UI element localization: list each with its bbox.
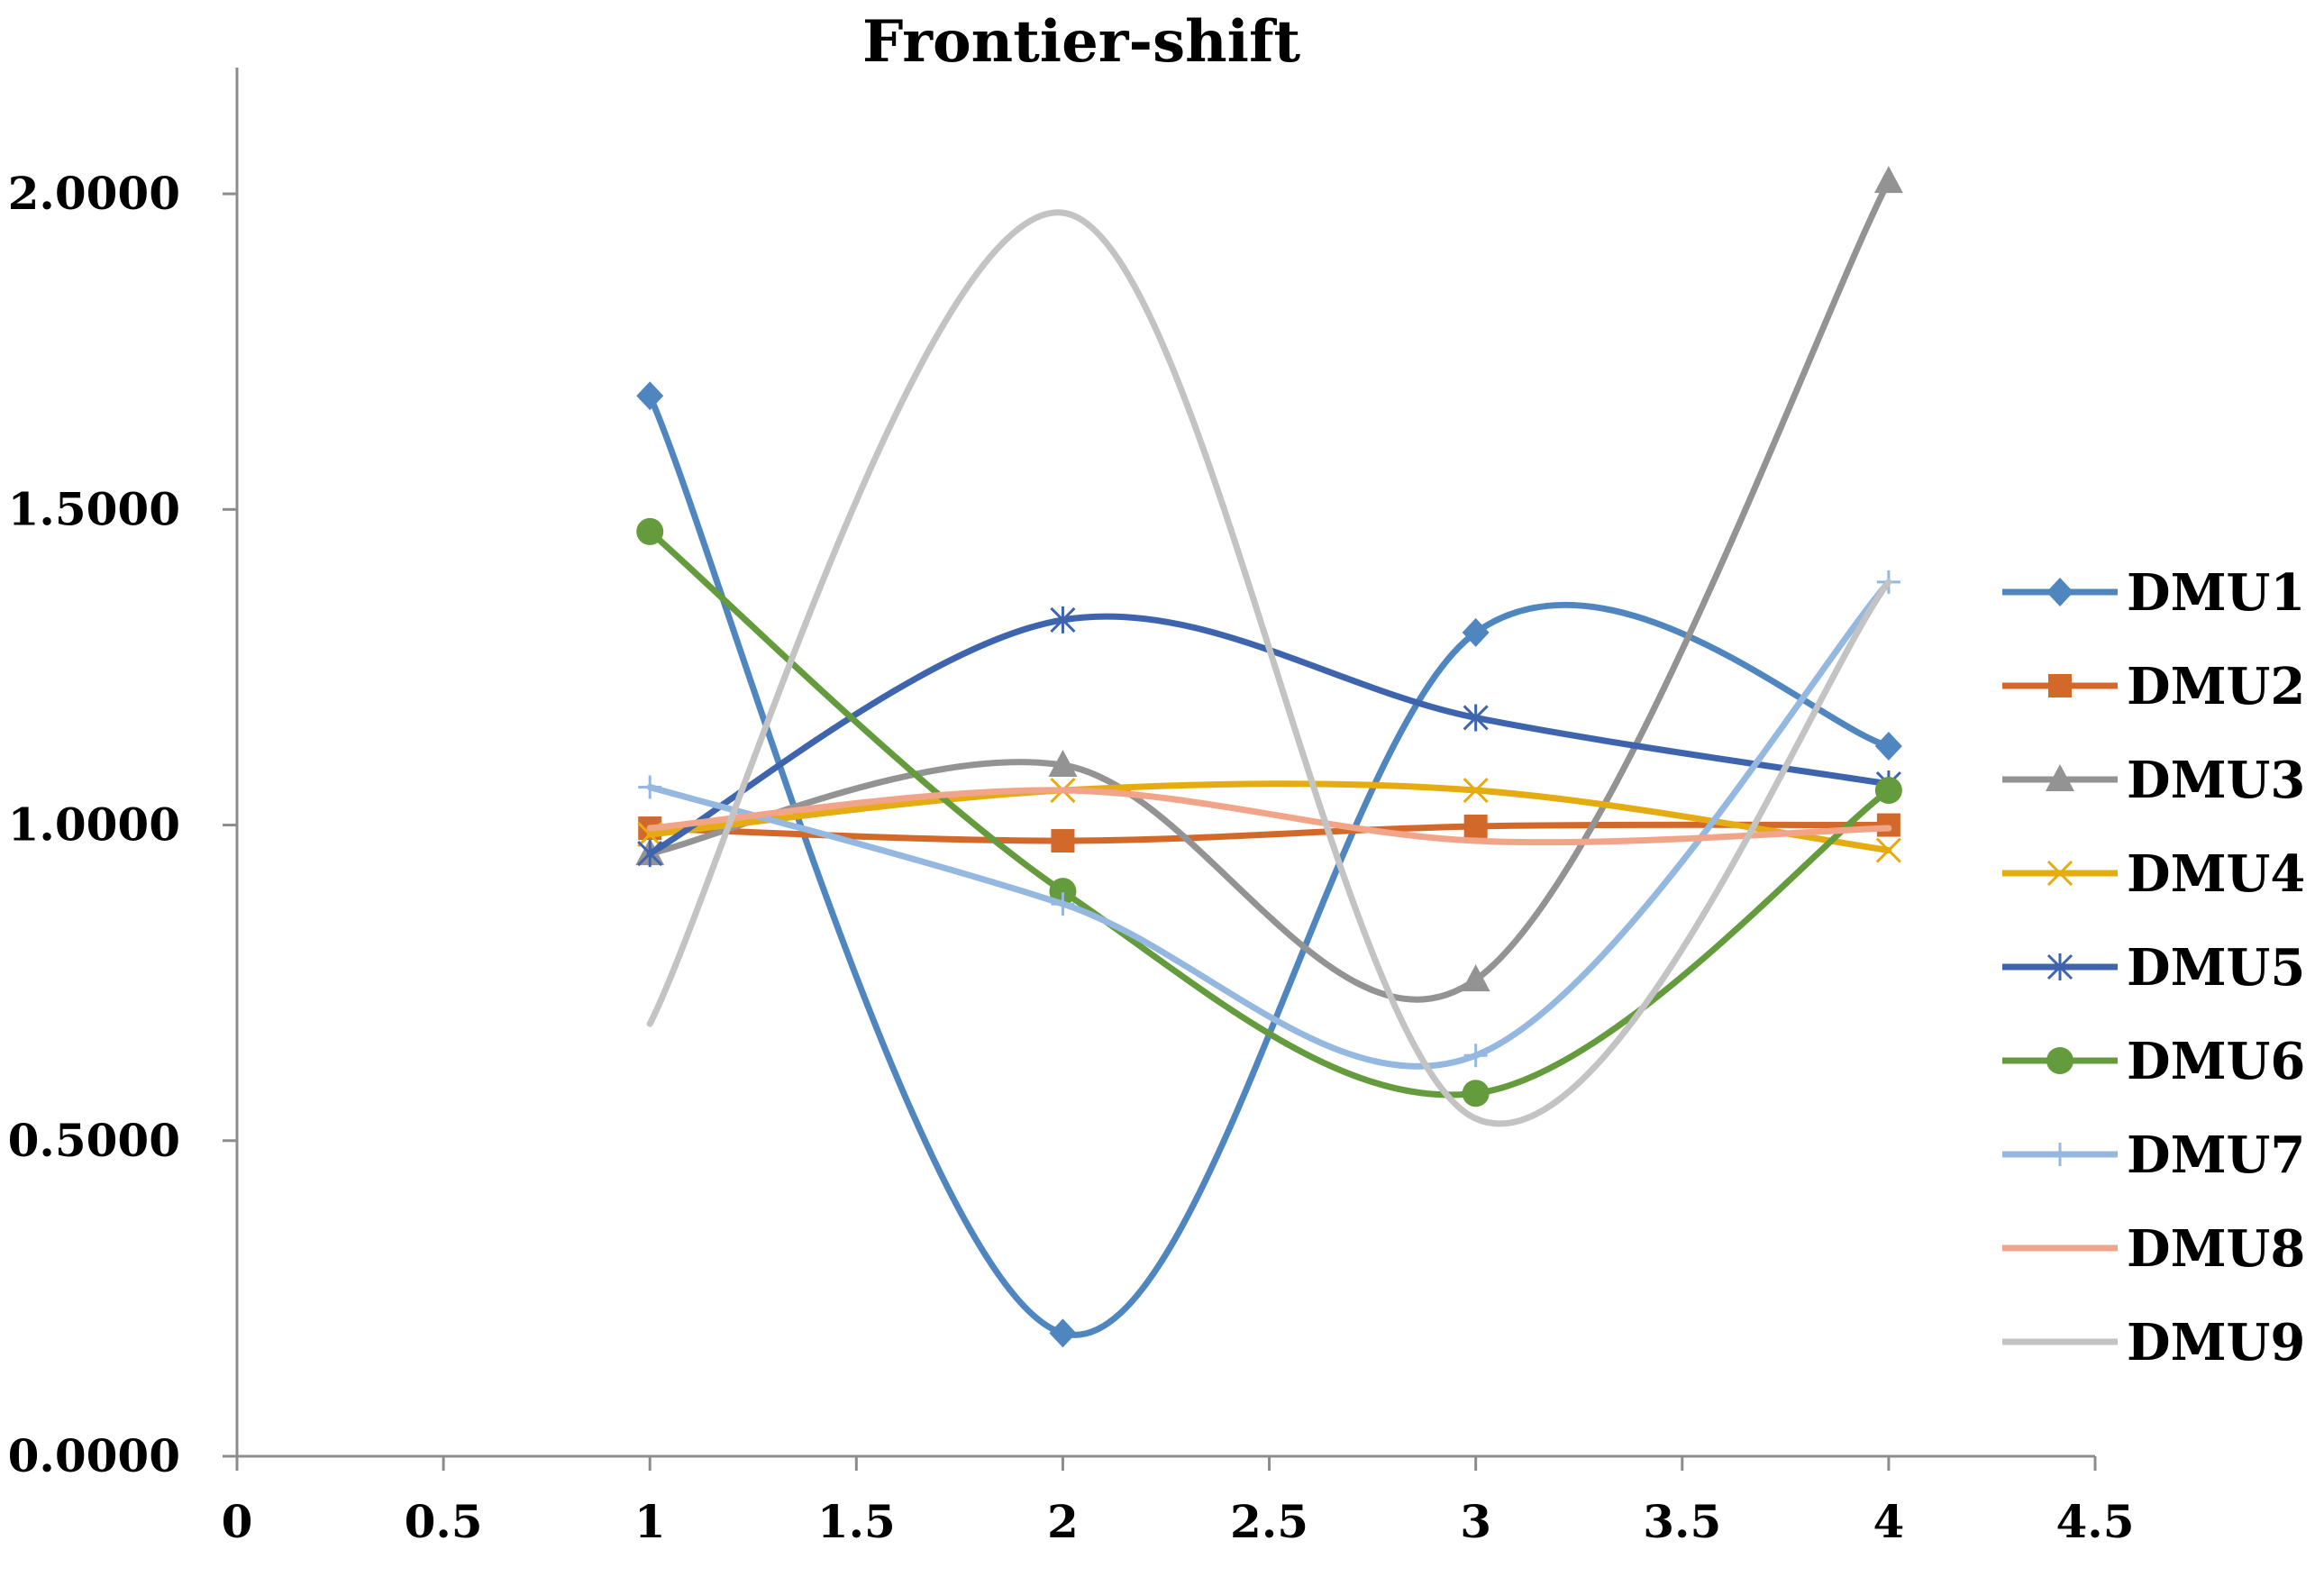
x-tick-label: 2.5 — [1230, 1495, 1308, 1548]
series-line — [646, 528, 1892, 1098]
legend-marker — [2046, 860, 2073, 887]
legend: DMU1 DMU2 DMU3 DMU4 DMU5 DMU6 DMU7 DMU8 DMU9 — [2002, 563, 2305, 1372]
data-point — [1873, 166, 1903, 194]
x-tick-label: 2 — [1047, 1495, 1079, 1548]
data-point — [1874, 731, 1902, 761]
legend-item: DMU7 — [2002, 1126, 2305, 1185]
data-point — [1461, 964, 1490, 992]
data-point — [1876, 813, 1900, 837]
data-point — [1048, 750, 1078, 778]
data-point — [1875, 837, 1901, 863]
legend-item: DMU5 — [2002, 938, 2305, 998]
legend-label: DMU7 — [2127, 1126, 2305, 1185]
legend-label: DMU6 — [2127, 1032, 2305, 1091]
data-point — [1049, 1318, 1077, 1348]
legend-item: DMU6 — [2002, 1032, 2305, 1091]
data-point — [636, 381, 664, 411]
series-line — [646, 178, 1892, 1003]
data-point — [1463, 1044, 1488, 1068]
legend-label: DMU2 — [2127, 657, 2305, 716]
x-tick-label: 3.5 — [1643, 1495, 1721, 1548]
legend-label: DMU5 — [2127, 938, 2305, 998]
series-line — [646, 392, 1892, 1338]
data-point — [1463, 814, 1488, 838]
series-layer — [635, 166, 1903, 1348]
data-point — [1463, 704, 1489, 732]
data-point — [1049, 878, 1077, 906]
series-line — [646, 787, 1892, 846]
series-DMU7 — [638, 570, 1900, 1070]
data-point — [1050, 606, 1076, 634]
legend-item: DMU4 — [2002, 844, 2305, 904]
series-line — [646, 209, 1892, 1127]
legend-marker — [2046, 764, 2074, 791]
series-DMU9 — [646, 209, 1892, 1127]
legend-label: DMU1 — [2127, 563, 2305, 623]
x-tick-label: 3 — [1460, 1495, 1491, 1548]
legend-marker — [2046, 1047, 2073, 1074]
x-tick-label: 4.5 — [2056, 1495, 2135, 1548]
data-point — [638, 775, 662, 799]
legend-marker — [2046, 578, 2073, 606]
legend-item: DMU8 — [2002, 1219, 2305, 1279]
data-point — [1051, 829, 1075, 853]
data-point — [636, 517, 664, 545]
legend-label: DMU9 — [2127, 1313, 2305, 1372]
x-tick-label: 1.5 — [817, 1495, 896, 1548]
chart-title: Frontier-shift — [862, 8, 1301, 76]
y-tick-label: 1.5000 — [8, 482, 180, 535]
y-tick-label: 0.0000 — [8, 1429, 180, 1482]
legend-marker — [2046, 953, 2073, 980]
data-point — [1463, 777, 1489, 804]
series-DMU1 — [636, 381, 1902, 1348]
x-tick-label: 4 — [1873, 1495, 1904, 1548]
legend-label: DMU3 — [2127, 751, 2305, 810]
x-tick-label: 0 — [222, 1495, 253, 1548]
series-DMU8 — [646, 787, 1892, 846]
y-tick-label: 0.5000 — [8, 1114, 180, 1167]
y-tick-label: 1.0000 — [8, 798, 180, 852]
data-point — [1051, 892, 1075, 916]
legend-marker — [2048, 674, 2072, 697]
data-point — [1874, 777, 1902, 805]
y-tick-label: 2.0000 — [8, 167, 180, 220]
series-line — [646, 613, 1892, 857]
legend-label: DMU4 — [2127, 844, 2305, 904]
x-tick-label: 0.5 — [405, 1495, 483, 1548]
legend-item: DMU1 — [2002, 563, 2305, 623]
axes: 0 0.5 1 1.5 2 2.5 3 3.5 4 4.5 0.0000 0.5000 1.0000 1.… — [8, 68, 2135, 1548]
data-point — [1462, 617, 1490, 647]
series-line — [646, 579, 1892, 1070]
data-point — [1462, 1080, 1490, 1108]
series-DMU3 — [635, 166, 1903, 1003]
x-tick-label: 1 — [634, 1495, 666, 1548]
legend-item: DMU2 — [2002, 657, 2305, 716]
legend-label: DMU8 — [2127, 1219, 2305, 1279]
data-point — [637, 840, 663, 868]
series-DMU6 — [636, 517, 1902, 1108]
legend-item: DMU9 — [2002, 1313, 2305, 1372]
series-line — [646, 780, 1892, 854]
legend-item: DMU3 — [2002, 751, 2305, 810]
legend-marker — [2048, 1143, 2072, 1166]
